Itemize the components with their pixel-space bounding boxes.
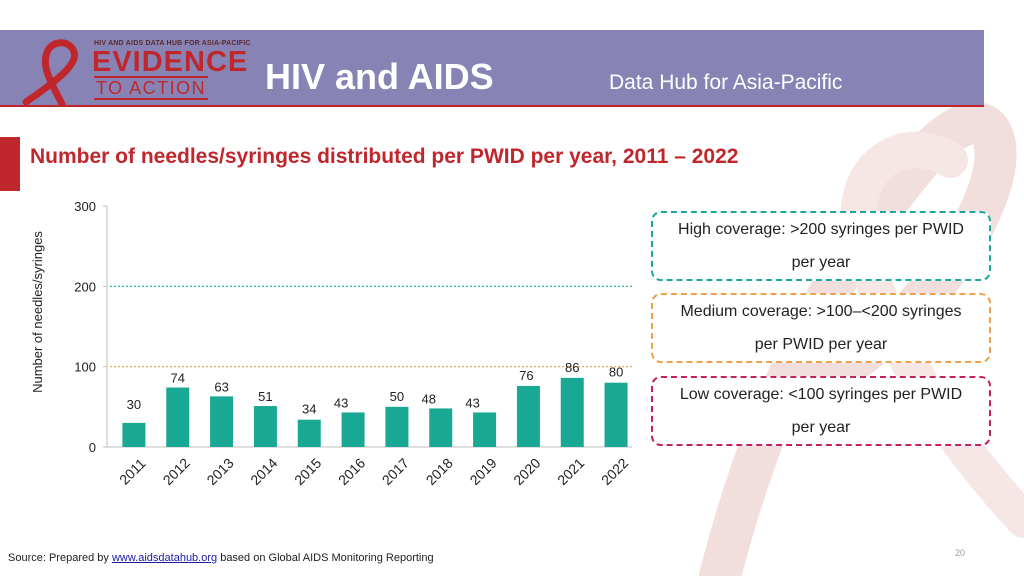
header-title: HIV and AIDS [265, 56, 494, 97]
data-label: 86 [565, 360, 579, 375]
data-label: 48 [422, 391, 436, 406]
x-tick-label: 2012 [160, 455, 193, 488]
header-band [0, 30, 984, 107]
legend-medium-coverage: Medium coverage: >100–<200 syringes per … [651, 293, 991, 363]
x-tick-label: 2015 [291, 455, 324, 488]
source-note: Source: Prepared by www.aidsdatahub.org … [8, 552, 434, 564]
bar [341, 412, 365, 447]
logo-evidence-text: EVIDENCE [92, 46, 249, 78]
y-axis-label: Number of needles/syringes [30, 231, 45, 393]
data-label: 50 [390, 389, 404, 404]
bar [604, 382, 628, 447]
data-label: 43 [465, 395, 479, 410]
evidence-to-action-logo: HIV AND AIDS DATA HUB FOR ASIA-PACIFIC E… [18, 36, 250, 106]
y-tick-label: 200 [74, 279, 96, 294]
logo-caption: HIV AND AIDS DATA HUB FOR ASIA-PACIFIC [94, 40, 251, 47]
x-tick-label: 2019 [466, 455, 499, 488]
bar [122, 422, 146, 447]
x-tick-label: 2013 [203, 455, 236, 488]
x-tick-label: 2011 [116, 455, 149, 488]
chart-title: Number of needles/syringes distributed p… [30, 145, 739, 168]
bar [253, 406, 277, 447]
page-number: 20 [955, 548, 966, 558]
data-label: 51 [258, 389, 272, 404]
data-label: 63 [214, 379, 228, 394]
data-label: 74 [171, 371, 185, 386]
y-tick-label: 0 [89, 440, 96, 455]
bar [385, 406, 409, 447]
legend-low-text: Low coverage: <100 syringes per PWID per… [679, 386, 963, 436]
title-marker [0, 137, 20, 191]
x-tick-label: 2022 [598, 455, 631, 488]
legend-low-coverage: Low coverage: <100 syringes per PWID per… [651, 376, 991, 446]
bar [473, 412, 497, 447]
bar [429, 408, 453, 447]
data-label: 34 [302, 402, 316, 417]
bar [166, 387, 190, 447]
logo-to-action-text: TO ACTION [94, 76, 209, 100]
bar [210, 396, 234, 447]
bar [297, 419, 321, 447]
x-tick-label: 2018 [423, 455, 456, 488]
x-tick-label: 2017 [379, 455, 412, 488]
legend-medium-text: Medium coverage: >100–<200 syringes per … [680, 303, 962, 353]
legend-high-text: High coverage: >200 syringes per PWID pe… [678, 221, 964, 271]
legend-high-coverage: High coverage: >200 syringes per PWID pe… [651, 211, 991, 281]
data-label: 80 [609, 365, 623, 380]
y-tick-label: 100 [74, 360, 96, 375]
data-label: 76 [519, 368, 533, 383]
source-link[interactable]: www.aidsdatahub.org [111, 552, 218, 564]
data-label: 43 [334, 395, 348, 410]
x-tick-label: 2021 [554, 455, 587, 488]
source-prefix: Source: Prepared by [8, 552, 112, 564]
header-subtitle: Data Hub for Asia-Pacific [609, 71, 843, 94]
source-suffix: based on Global AIDS Monitoring Reportin… [217, 552, 434, 564]
y-tick-label: 300 [74, 199, 96, 214]
x-tick-label: 2020 [510, 455, 543, 488]
data-label: 30 [127, 397, 141, 412]
red-ribbon-icon [22, 39, 78, 106]
bar [560, 377, 584, 447]
x-tick-label: 2014 [247, 455, 280, 488]
x-tick-label: 2016 [335, 455, 368, 488]
bar [516, 385, 540, 447]
